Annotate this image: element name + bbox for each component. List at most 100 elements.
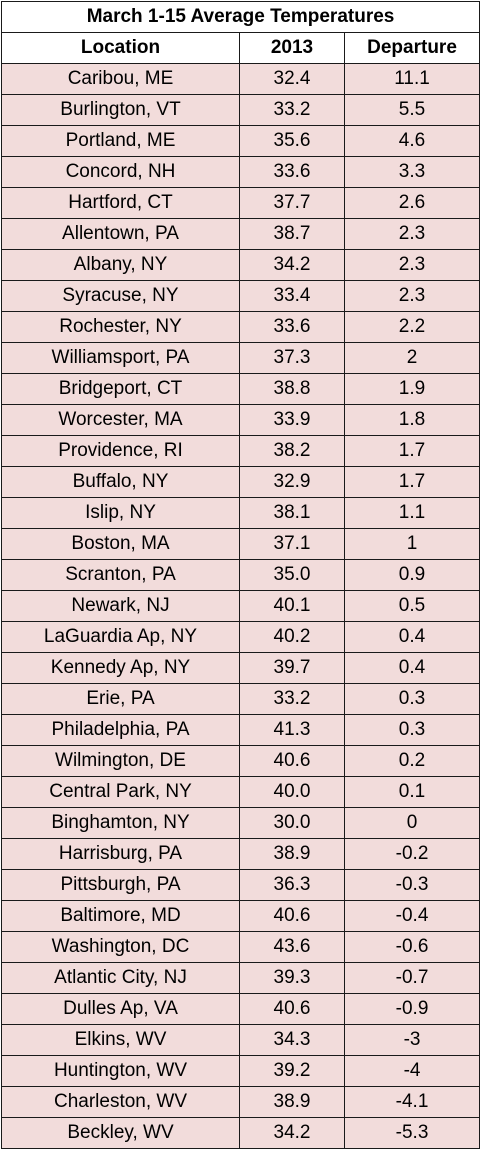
departure-cell: 2.3 — [343, 280, 480, 312]
departure-cell: 1 — [343, 528, 480, 560]
location-cell: Portland, ME — [1, 125, 240, 157]
location-cell: Erie, PA — [1, 683, 240, 715]
table-row: Portland, ME 35.6 4.6 — [1, 125, 480, 157]
location-cell: Newark, NJ — [1, 590, 240, 622]
location-cell: Philadelphia, PA — [1, 714, 240, 746]
departure-cell: 1.1 — [343, 497, 480, 529]
table-row: Burlington, VT 33.2 5.5 — [1, 94, 480, 126]
avg-2013-cell: 40.0 — [239, 776, 345, 808]
avg-2013-cell: 40.6 — [239, 993, 345, 1025]
table-row: Atlantic City, NJ 39.3 -0.7 — [1, 962, 480, 994]
departure-cell: -0.4 — [343, 900, 480, 932]
departure-cell: 4.6 — [343, 125, 480, 157]
table-row: Rochester, NY 33.6 2.2 — [1, 311, 480, 343]
avg-2013-cell: 33.6 — [239, 311, 345, 343]
table-row: Scranton, PA 35.0 0.9 — [1, 559, 480, 591]
location-cell: Atlantic City, NJ — [1, 962, 240, 994]
table-row: Boston, MA 37.1 1 — [1, 528, 480, 560]
departure-cell: 0.4 — [343, 652, 480, 684]
departure-cell: 0 — [343, 807, 480, 839]
avg-2013-cell: 34.2 — [239, 1117, 345, 1149]
header-location: Location — [1, 32, 240, 64]
location-cell: Caribou, ME — [1, 63, 240, 95]
table-body: Caribou, ME 32.4 11.1 Burlington, VT 33.2 5.5… — [1, 63, 480, 1149]
table-row: Providence, RI 38.2 1.7 — [1, 435, 480, 467]
table-row: Washington, DC 43.6 -0.6 — [1, 931, 480, 963]
avg-2013-cell: 38.7 — [239, 218, 345, 250]
table-row: Beckley, WV 34.2 -5.3 — [1, 1117, 480, 1149]
location-cell: Buffalo, NY — [1, 466, 240, 498]
departure-cell: -5.3 — [343, 1117, 480, 1149]
table-row: Dulles Ap, VA 40.6 -0.9 — [1, 993, 480, 1025]
departure-cell: 5.5 — [343, 94, 480, 126]
location-cell: Kennedy Ap, NY — [1, 652, 240, 684]
location-cell: Dulles Ap, VA — [1, 993, 240, 1025]
location-cell: Rochester, NY — [1, 311, 240, 343]
table-row: Concord, NH 33.6 3.3 — [1, 156, 480, 188]
location-cell: Pittsburgh, PA — [1, 869, 240, 901]
avg-2013-cell: 43.6 — [239, 931, 345, 963]
avg-2013-cell: 34.3 — [239, 1024, 345, 1056]
departure-cell: -0.3 — [343, 869, 480, 901]
avg-2013-cell: 39.7 — [239, 652, 345, 684]
location-cell: Hartford, CT — [1, 187, 240, 219]
avg-2013-cell: 35.6 — [239, 125, 345, 157]
table-row: Newark, NJ 40.1 0.5 — [1, 590, 480, 622]
avg-2013-cell: 33.4 — [239, 280, 345, 312]
departure-cell: 0.3 — [343, 714, 480, 746]
location-cell: Williamsport, PA — [1, 342, 240, 374]
location-cell: LaGuardia Ap, NY — [1, 621, 240, 653]
avg-2013-cell: 38.2 — [239, 435, 345, 467]
table-row: Worcester, MA 33.9 1.8 — [1, 404, 480, 436]
location-cell: Worcester, MA — [1, 404, 240, 436]
avg-2013-cell: 39.2 — [239, 1055, 345, 1087]
table-row: Elkins, WV 34.3 -3 — [1, 1024, 480, 1056]
departure-cell: 2.2 — [343, 311, 480, 343]
departure-cell: -3 — [343, 1024, 480, 1056]
avg-2013-cell: 38.9 — [239, 1086, 345, 1118]
table-row: Buffalo, NY 32.9 1.7 — [1, 466, 480, 498]
table-row: Allentown, PA 38.7 2.3 — [1, 218, 480, 250]
avg-2013-cell: 33.9 — [239, 404, 345, 436]
avg-2013-cell: 38.1 — [239, 497, 345, 529]
title-row: March 1-15 Average Temperatures — [0, 1, 480, 33]
departure-cell: -0.7 — [343, 962, 480, 994]
table-row: Caribou, ME 32.4 11.1 — [1, 63, 480, 95]
avg-2013-cell: 37.1 — [239, 528, 345, 560]
table-row: Binghamton, NY 30.0 0 — [1, 807, 480, 839]
location-cell: Harrisburg, PA — [1, 838, 240, 870]
departure-cell: -4.1 — [343, 1086, 480, 1118]
avg-2013-cell: 39.3 — [239, 962, 345, 994]
location-cell: Burlington, VT — [1, 94, 240, 126]
table-row: Philadelphia, PA 41.3 0.3 — [1, 714, 480, 746]
departure-cell: 1.8 — [343, 404, 480, 436]
avg-2013-cell: 38.9 — [239, 838, 345, 870]
departure-cell: 2 — [343, 342, 480, 374]
table-row: Albany, NY 34.2 2.3 — [1, 249, 480, 281]
table-row: Central Park, NY 40.0 0.1 — [1, 776, 480, 808]
location-cell: Washington, DC — [1, 931, 240, 963]
header-2013: 2013 — [239, 32, 345, 64]
departure-cell: -0.9 — [343, 993, 480, 1025]
location-cell: Wilmington, DE — [1, 745, 240, 777]
table-title: March 1-15 Average Temperatures — [0, 1, 480, 33]
departure-cell: 2.3 — [343, 218, 480, 250]
location-cell: Binghamton, NY — [1, 807, 240, 839]
departure-cell: 0.9 — [343, 559, 480, 591]
location-cell: Islip, NY — [1, 497, 240, 529]
location-cell: Concord, NH — [1, 156, 240, 188]
departure-cell: 1.7 — [343, 466, 480, 498]
avg-2013-cell: 40.2 — [239, 621, 345, 653]
departure-cell: 2.3 — [343, 249, 480, 281]
location-cell: Central Park, NY — [1, 776, 240, 808]
departure-cell: -4 — [343, 1055, 480, 1087]
table-row: Bridgeport, CT 38.8 1.9 — [1, 373, 480, 405]
avg-2013-cell: 34.2 — [239, 249, 345, 281]
avg-2013-cell: 40.6 — [239, 745, 345, 777]
location-cell: Boston, MA — [1, 528, 240, 560]
departure-cell: 0.1 — [343, 776, 480, 808]
table-row: Hartford, CT 37.7 2.6 — [1, 187, 480, 219]
table-row: LaGuardia Ap, NY 40.2 0.4 — [1, 621, 480, 653]
location-cell: Providence, RI — [1, 435, 240, 467]
avg-2013-cell: 30.0 — [239, 807, 345, 839]
